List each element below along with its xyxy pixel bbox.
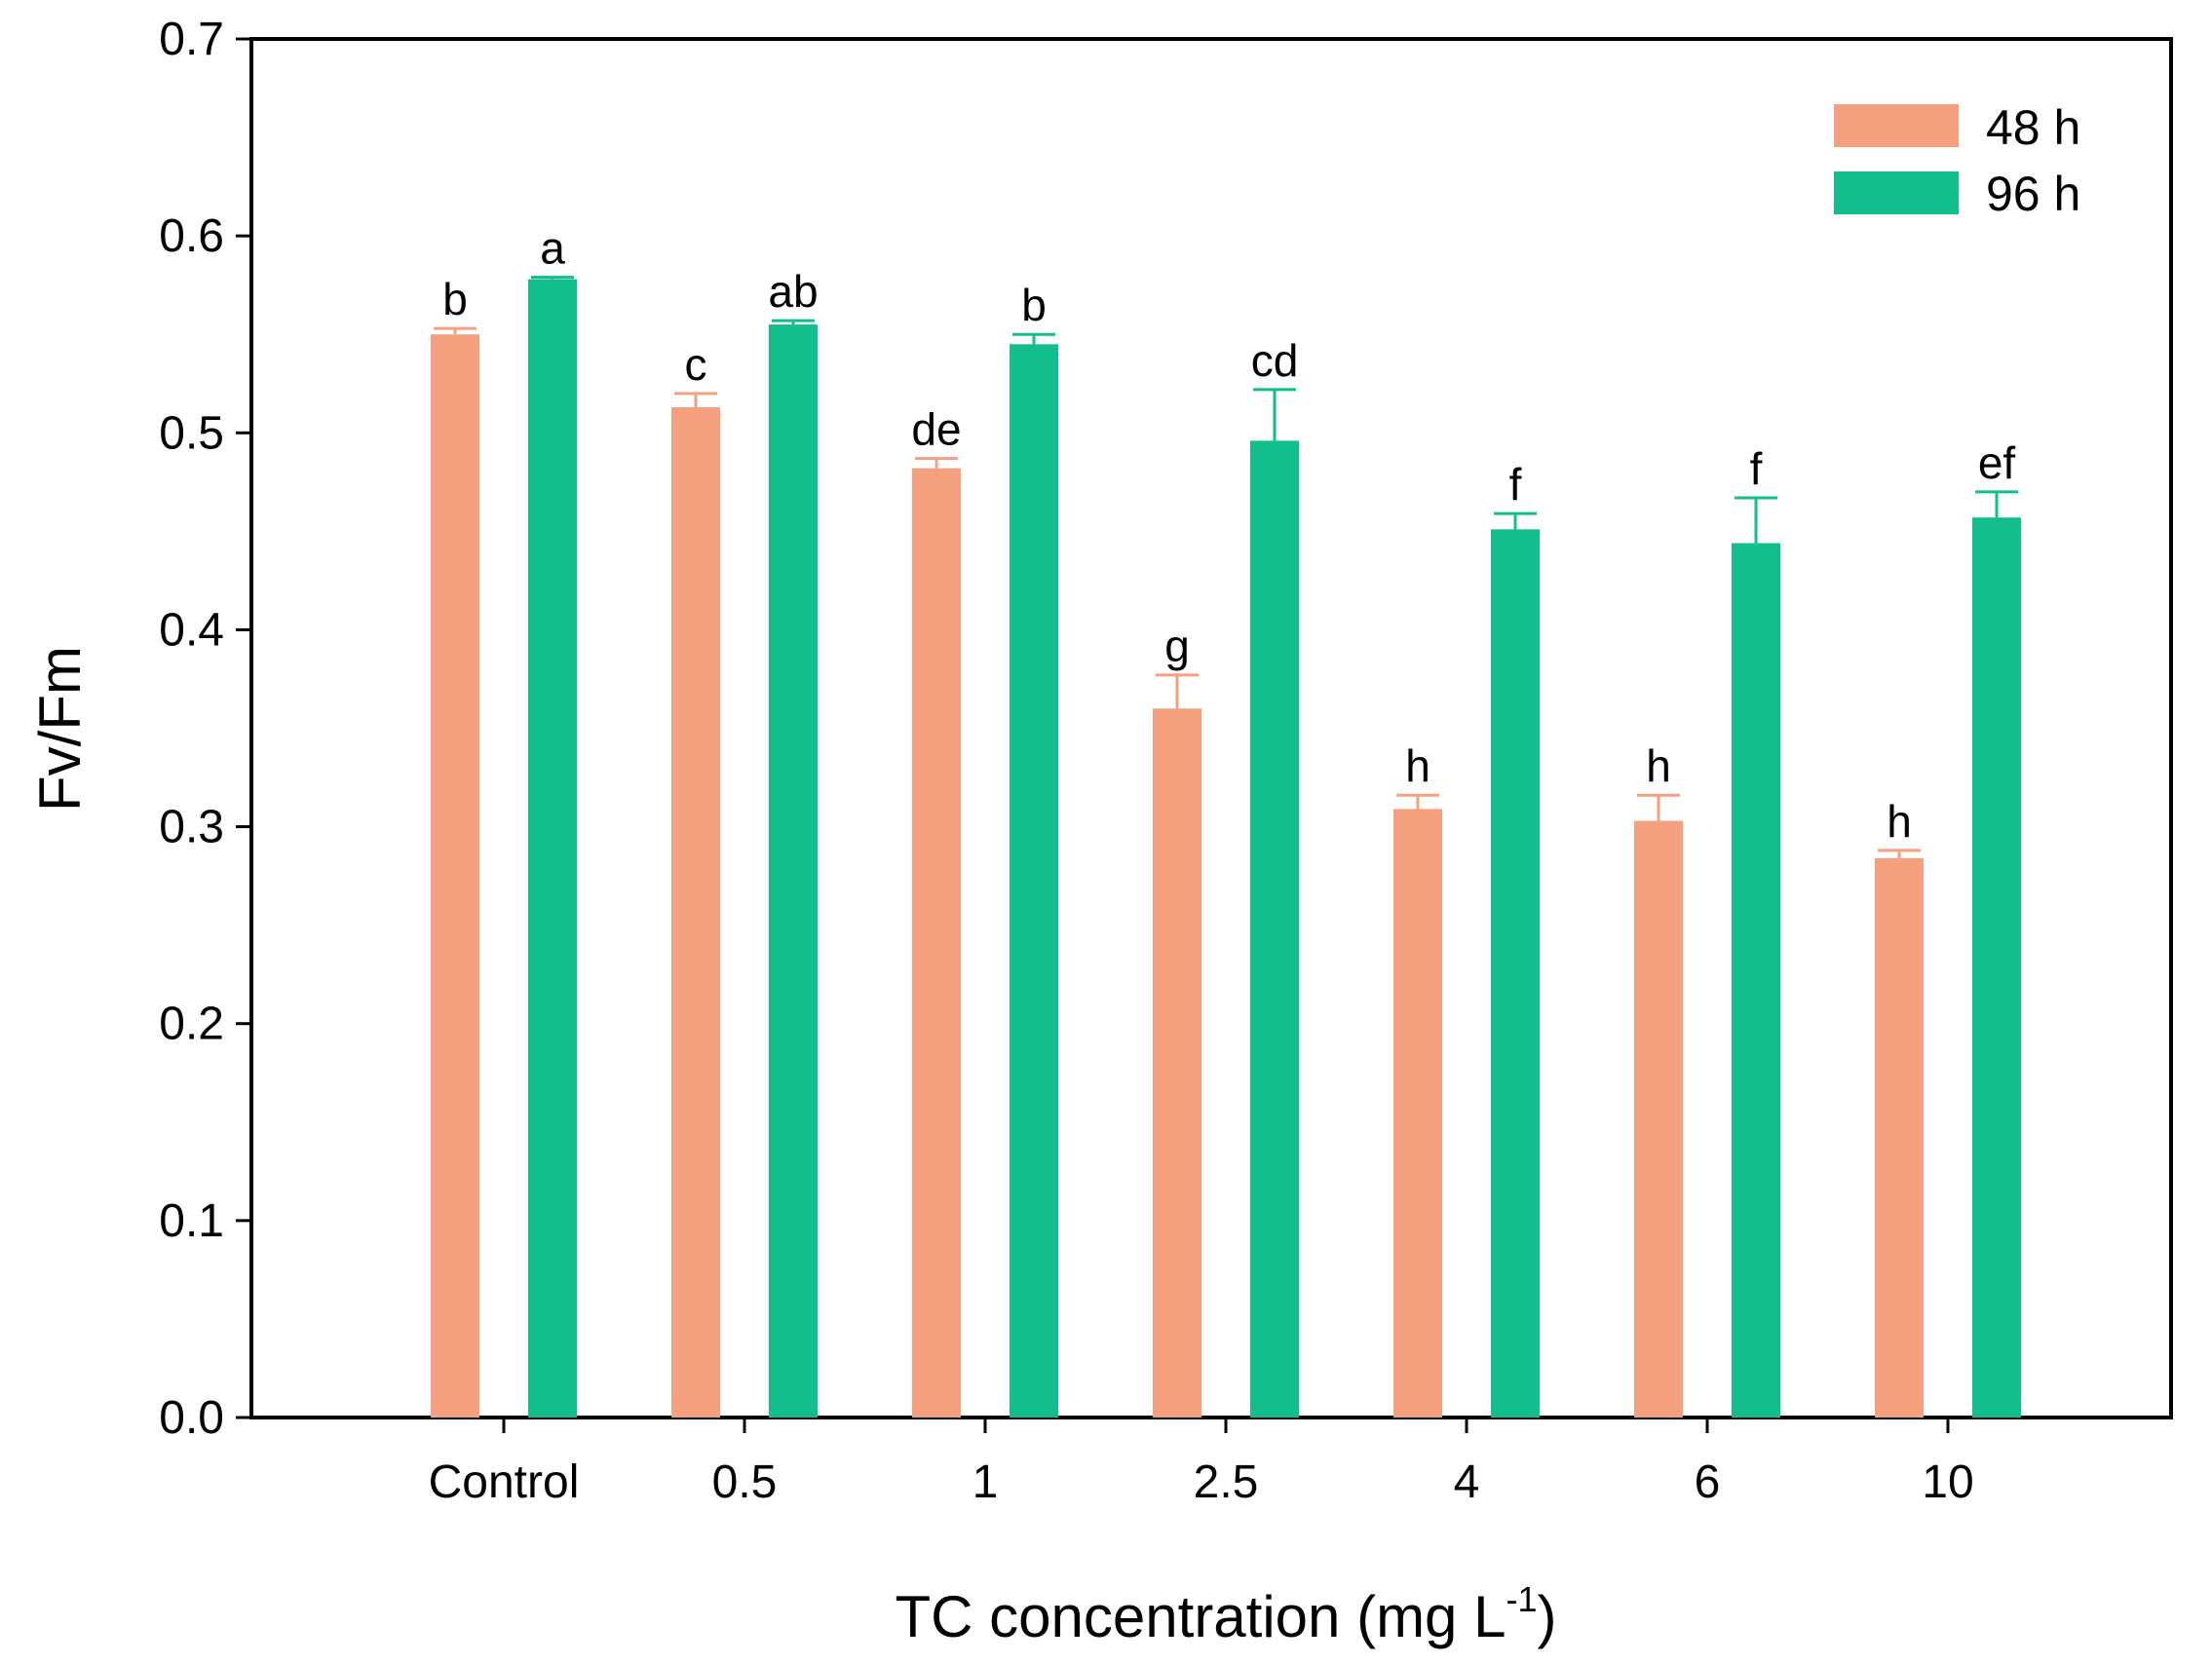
x-axis-title-main: TC concentration (mg L — [896, 1584, 1506, 1649]
significance-letter: h — [1405, 740, 1430, 791]
bar — [1634, 820, 1683, 1418]
y-tick-label: 0.2 — [159, 999, 224, 1050]
y-tick-label: 0.5 — [159, 407, 224, 459]
y-tick-label: 0.1 — [159, 1195, 224, 1247]
legend-swatch-48h — [1834, 104, 1959, 147]
bar — [912, 468, 961, 1418]
significance-letter: h — [1887, 796, 1912, 847]
bar — [431, 334, 479, 1418]
x-axis-title: TC concentration (mg L-1) — [896, 1579, 1557, 1649]
y-tick-label: 0.0 — [159, 1392, 224, 1444]
x-tick-label: 1 — [973, 1456, 999, 1508]
bar — [1250, 440, 1299, 1418]
bar — [1010, 344, 1058, 1418]
bar — [528, 279, 577, 1418]
x-axis-title-close: ) — [1537, 1584, 1556, 1649]
x-tick-label: 0.5 — [712, 1456, 778, 1508]
x-tick-label: 10 — [1922, 1456, 1973, 1508]
significance-letter: c — [685, 339, 707, 390]
significance-letter: ab — [768, 266, 818, 317]
significance-letter: de — [911, 404, 961, 455]
bar — [1875, 857, 1924, 1418]
y-tick-label: 0.7 — [159, 14, 224, 65]
legend: 48 h 96 h — [1834, 100, 2080, 221]
bar — [671, 407, 720, 1418]
bar — [1972, 517, 2021, 1418]
legend-swatch-96h — [1834, 171, 1959, 214]
significance-letter: g — [1164, 621, 1190, 671]
significance-letter: ef — [1978, 437, 2016, 488]
bar — [769, 324, 818, 1418]
x-axis-title-superscript: -1 — [1506, 1579, 1537, 1619]
significance-letter: f — [1750, 443, 1763, 494]
y-tick-label: 0.3 — [159, 802, 224, 853]
y-tick-label: 0.6 — [159, 210, 224, 262]
legend-label-48h: 48 h — [1986, 100, 2080, 155]
bar — [1153, 708, 1201, 1418]
significance-letter: b — [1021, 280, 1047, 330]
bar — [1393, 809, 1442, 1418]
x-tick-label: 4 — [1454, 1456, 1480, 1508]
x-tick-label: 2.5 — [1194, 1456, 1259, 1508]
significance-letter: b — [442, 274, 468, 324]
significance-letter: a — [540, 223, 565, 274]
significance-letter: cd — [1251, 335, 1299, 386]
x-tick-label: 6 — [1695, 1456, 1721, 1508]
significance-letter: h — [1646, 740, 1671, 791]
plot-area-frame — [249, 37, 2173, 1419]
bar — [1732, 543, 1780, 1418]
bar — [1491, 529, 1540, 1418]
legend-label-96h: 96 h — [1986, 167, 2080, 221]
y-axis-title: Fv/Fm — [27, 646, 93, 812]
y-tick-label: 0.4 — [159, 604, 224, 656]
y-axis: 0.0 0.1 0.2 0.3 0.4 0.5 0.6 0.7 — [159, 14, 251, 1444]
significance-letter: f — [1509, 459, 1522, 510]
x-tick-label: Control — [429, 1456, 580, 1508]
x-axis: Control 0.5 1 2.5 4 6 10 — [429, 1418, 1974, 1508]
bars-group: b c de g h h h a ab b cd f f ef — [431, 223, 2021, 1418]
